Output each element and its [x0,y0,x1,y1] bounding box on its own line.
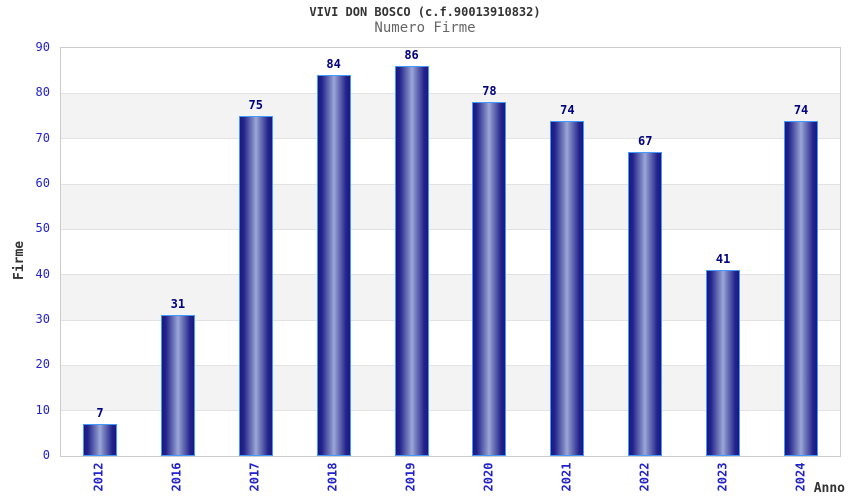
y-tick-label: 30 [35,312,50,326]
gridline [61,274,840,276]
x-tick-2012: 2012 [91,462,106,492]
bar-2020 [472,102,507,456]
y-tick-label: 70 [35,130,50,145]
bar-2012 [82,424,117,456]
bar-2021 [550,120,585,456]
x-tick-2017: 2017 [247,462,262,492]
gridline [61,410,840,412]
bar-value-label: 7 [96,406,104,421]
y-axis-ticks: 0 10 20 30 40 50 60 70 80 90 [0,40,50,462]
bar-value-label: 78 [482,84,497,99]
gridline [61,228,840,230]
bar-2016 [160,315,195,456]
plot-band [61,184,840,230]
y-tick-label: 20 [35,357,50,372]
bar-value-label: 84 [326,57,341,72]
y-tick-label: 60 [35,176,50,190]
x-tick-2024: 2024 [793,462,808,492]
gridline [61,138,840,140]
chart-title: VIVI DON BOSCO (c.f.90013910832) [309,5,541,19]
plot-band [61,93,840,139]
y-tick-label: 10 [35,402,50,417]
bar-value-label: 67 [638,134,653,149]
bar-value-label: 75 [248,98,263,112]
plot-area: 7 31 75 84 86 78 74 67 41 74 [60,47,841,457]
gridline [61,92,840,94]
x-tick-2022: 2022 [637,462,652,492]
x-tick-2023: 2023 [715,462,730,492]
x-tick-2019: 2019 [403,462,418,492]
bar-2023 [706,270,741,456]
bar-2018 [316,75,351,456]
bar-value-label: 31 [170,297,186,312]
bar-value-label: 41 [715,252,731,267]
plot-band [61,229,840,275]
bar-2019 [394,66,429,456]
bar-value-label: 74 [793,102,809,117]
x-axis-ticks: 2012 2016 2017 2018 2019 2020 2021 2022 2023 2024 [60,459,839,497]
gridline [61,364,840,366]
gridline [61,319,840,321]
plot-band [61,138,840,184]
gridline [61,183,840,185]
x-tick-2018: 2018 [325,462,340,492]
plot-band [61,48,840,94]
bar-value-label: 74 [560,102,575,117]
x-tick-2016: 2016 [169,462,184,492]
x-axis-title: Anno [813,481,845,496]
bar-2024 [784,120,819,456]
y-tick-label: 0 [42,448,50,462]
bar-value-label: 86 [404,48,419,63]
y-tick-label: 50 [35,221,50,236]
x-tick-2020: 2020 [481,462,496,492]
y-tick-label: 90 [35,40,50,54]
chart-subtitle: Numero Firme [374,20,476,36]
y-tick-label: 80 [35,85,50,100]
bar-2022 [628,152,663,456]
y-tick-label: 40 [35,266,50,281]
x-tick-2021: 2021 [559,462,574,492]
bar-2017 [238,116,273,456]
